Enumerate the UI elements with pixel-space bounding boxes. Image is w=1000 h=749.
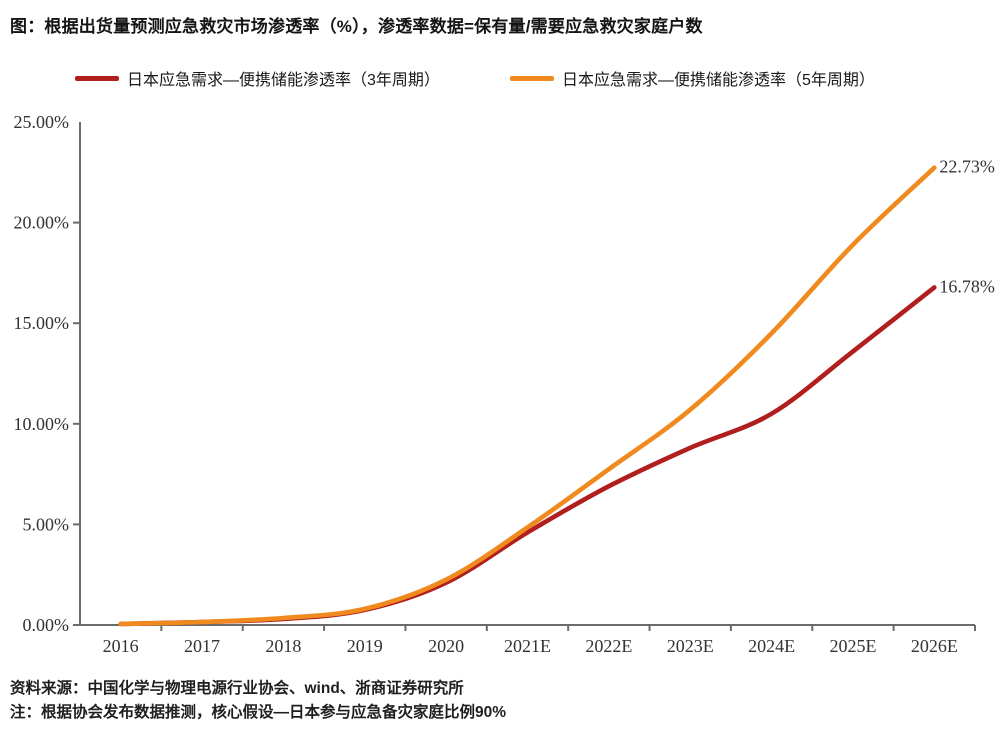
y-axis-label: 5.00% [23,514,70,534]
y-axis-label: 25.00% [14,112,70,132]
x-axis-label: 2024E [748,636,795,656]
series-end-value-label: 16.78% [939,276,995,296]
x-axis-label: 2018 [265,636,301,656]
x-axis-label: 2016 [103,636,139,656]
legend-swatch-icon [510,75,554,81]
y-axis-label: 0.00% [23,615,70,635]
y-axis-label: 20.00% [14,213,70,233]
legend-label: 日本应急需求—便携储能渗透率（3年周期） [127,72,440,89]
axis-lines [79,122,975,626]
y-axis-label: 10.00% [14,414,70,434]
source-note: 资料来源：中国化学与物理电源行业协会、wind、浙商证券研究所 [10,680,464,697]
series-end-value-label: 22.73% [939,157,995,177]
chart-title: 图：根据出货量预测应急救灾市场渗透率（%），渗透率数据=保有量/需要应急救灾家庭… [10,17,703,36]
x-axis-label: 2021E [504,636,551,656]
assumption-note: 注：根据协会发布数据推测，核心假设—日本参与应急备灾家庭比例90% [10,704,507,721]
legend-label: 日本应急需求—便携储能渗透率（5年周期） [562,72,875,89]
x-axis-label: 2019 [347,636,383,656]
series-line-3yr [118,285,937,627]
x-axis-label: 2022E [585,636,632,656]
x-axis-label: 2020 [428,636,464,656]
chart-legend: 日本应急需求—便携储能渗透率（3年周期） 日本应急需求—便携储能渗透率（5年周期） [0,66,1000,90]
legend-swatch-icon [75,75,119,81]
series-line-5yr [118,165,937,627]
x-axis-label: 2017 [184,636,220,656]
x-axis-label: 2025E [829,636,876,656]
x-axis-label: 2023E [667,636,714,656]
legend-item-5yr: 日本应急需求—便携储能渗透率（5年周期） [510,66,875,90]
x-axis-label: 2026E [911,636,958,656]
y-axis-label: 15.00% [14,313,70,333]
legend-item-3yr: 日本应急需求—便携储能渗透率（3年周期） [75,66,440,90]
